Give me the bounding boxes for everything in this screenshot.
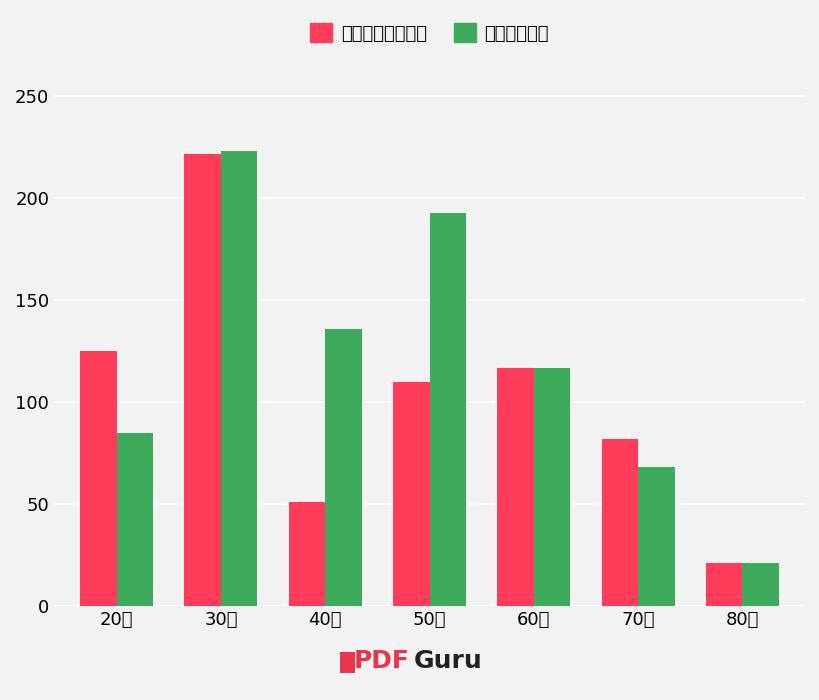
Bar	[601, 439, 637, 606]
Bar	[637, 468, 674, 606]
Bar	[288, 502, 325, 606]
Bar	[325, 329, 361, 606]
Bar	[220, 151, 257, 606]
Legend: マンガを読まない, マンガを読む: マンガを読まない, マンガを読む	[302, 16, 555, 50]
Bar	[705, 564, 741, 606]
Text: PDF: PDF	[354, 650, 410, 673]
Text: Guru: Guru	[414, 650, 482, 673]
Bar	[392, 382, 429, 606]
Bar	[429, 213, 465, 606]
Bar	[497, 368, 533, 606]
Bar	[116, 433, 153, 606]
Bar	[80, 351, 116, 606]
Bar	[184, 153, 220, 606]
Bar	[533, 368, 570, 606]
Bar	[741, 564, 778, 606]
